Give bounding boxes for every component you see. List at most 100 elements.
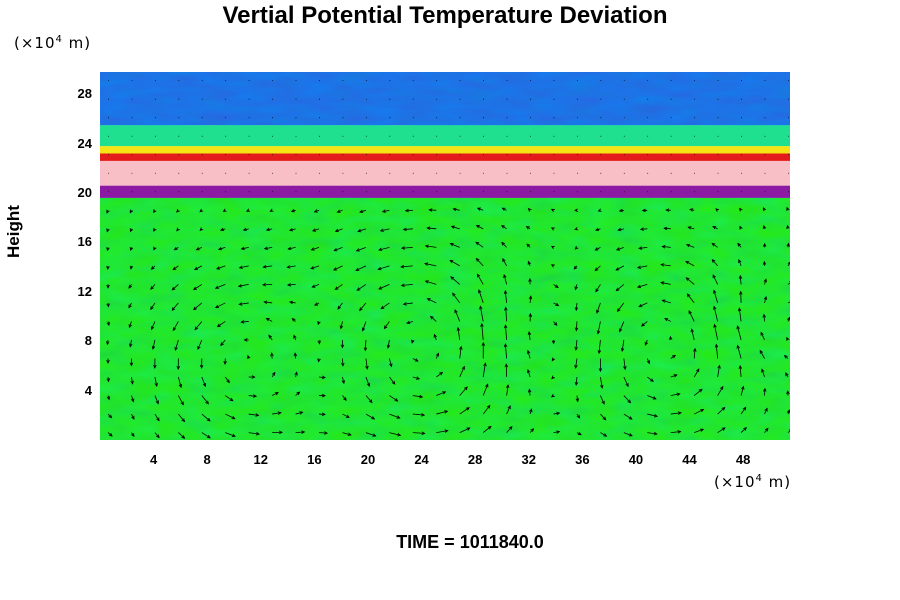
x-tick-label: 40 (628, 452, 644, 467)
vector-arrow-231 (357, 228, 367, 232)
vector-arrowhead-492 (663, 226, 668, 231)
vector-arrow-309 (449, 260, 460, 267)
vector-arrow-126 (241, 321, 249, 323)
vector-arrowhead-411 (574, 245, 579, 250)
vector-arrow-363 (527, 369, 531, 378)
y-tick-label: 12 (77, 283, 92, 299)
vector-arrowhead-546 (736, 325, 740, 330)
vector-arrow-145 (268, 335, 273, 341)
vector-arrowhead-125 (246, 354, 251, 359)
vector-arrow-580 (787, 430, 790, 433)
vector-arrow-430 (595, 247, 601, 251)
vector-arrowhead-521 (721, 427, 726, 431)
vector-arrow-141 (272, 412, 281, 415)
vector-arrow-404 (575, 358, 578, 369)
vector-arrow-60 (178, 432, 185, 439)
vector-arrowhead-53 (152, 209, 157, 214)
vector-arrowhead-271 (400, 246, 406, 250)
x-tick-label: 8 (203, 452, 211, 467)
vector-arrow-242 (389, 395, 398, 402)
vector-arrow-246 (384, 321, 390, 329)
vector-arrowhead-403 (575, 398, 580, 403)
vector-arrowhead-285 (435, 352, 440, 357)
vector-arrowhead-242 (396, 415, 401, 419)
vector-arrowhead-347 (504, 306, 508, 311)
vector-arrowhead-272 (402, 227, 407, 232)
vector-arrow-470 (638, 246, 648, 249)
vector-arrowhead-168 (288, 300, 294, 305)
vector-arrow-504 (693, 348, 696, 359)
vector-arrow-281 (436, 410, 448, 415)
vector-arrowhead-70 (172, 266, 177, 271)
vector-arrow-365 (528, 331, 531, 341)
vector-arrowhead-450 (615, 267, 620, 271)
vector-arrowhead-487 (664, 318, 669, 322)
vector-arrowhead-421 (603, 433, 608, 437)
vector-arrowhead-204 (341, 380, 346, 385)
vector-arrowhead-305 (459, 345, 463, 350)
vector-arrow-200 (342, 432, 352, 436)
vector-arrowhead-363 (527, 388, 532, 393)
vector-arrow-466 (641, 321, 648, 327)
vector-arrowhead-210 (333, 267, 338, 271)
vector-arrowhead-88 (192, 306, 197, 311)
vector-arrowhead-545 (736, 344, 740, 349)
vector-arrow-286 (430, 316, 437, 322)
vector-arrowhead-493 (665, 208, 670, 212)
vector-arrow-269 (401, 265, 413, 268)
vector-arrow-310 (450, 243, 460, 248)
vector-arrow-61 (178, 413, 185, 422)
x-unit-exponent: 4 (755, 473, 763, 484)
vector-arrow-530 (711, 243, 718, 248)
vector-arrowhead-209 (334, 286, 339, 290)
vector-arrow-331 (476, 225, 484, 230)
vector-arrow-542 (740, 386, 744, 396)
vector-arrow-441 (623, 413, 633, 420)
vector-arrowhead-104 (226, 379, 230, 384)
vector-arrowhead-563 (763, 387, 767, 392)
vector-arrowhead-212 (334, 228, 339, 233)
vector-arrow-440 (623, 432, 633, 437)
vector-arrowhead-489 (660, 281, 665, 285)
vector-arrow-312 (453, 208, 460, 211)
vector-arrow-540 (740, 427, 747, 433)
vector-arrowhead-133 (246, 208, 251, 212)
vector-arrow-349 (502, 258, 507, 267)
vector-arrowhead-222 (371, 416, 376, 420)
vector-arrowhead-203 (343, 397, 347, 402)
vector-arrowhead-6 (106, 341, 110, 346)
vector-arrowhead-144 (271, 371, 276, 376)
vector-arrow-83 (201, 376, 206, 387)
vector-arrow-489 (661, 264, 671, 267)
vector-arrowhead-51 (153, 246, 157, 251)
vector-arrowhead-243 (394, 398, 399, 402)
vector-arrow-462 (647, 395, 657, 400)
vector-arrowhead-105 (223, 360, 227, 365)
vector-arrow-282 (436, 391, 446, 396)
vector-arrow-107 (215, 302, 226, 308)
vector-arrowhead-253 (381, 209, 386, 213)
vector-arrow-463 (647, 376, 654, 382)
vector-arrow-548 (739, 275, 742, 285)
vector-arrowhead-527 (713, 305, 717, 310)
vector-arrowhead-409 (574, 286, 578, 291)
vector-arrowhead-468 (638, 303, 643, 308)
vector-arrow-561 (764, 408, 768, 415)
vector-arrowhead-123 (253, 394, 258, 398)
vector-arrowhead-231 (355, 248, 360, 252)
vector-arrow-208 (335, 284, 343, 290)
layer-pink-band (100, 160, 790, 186)
vector-arrow-503 (693, 368, 700, 378)
vector-arrowhead-128 (238, 302, 243, 306)
layer-yellow-band (100, 146, 790, 154)
vector-arrow-251 (380, 228, 390, 232)
vector-arrow-444 (623, 358, 626, 370)
vector-arrow-232 (359, 209, 367, 213)
x-tick-label: 36 (575, 452, 590, 467)
vector-arrowhead-28 (128, 304, 132, 309)
vector-arrowhead-81 (206, 434, 211, 439)
vector-arrowhead-485 (672, 354, 676, 359)
vector-arrow-524 (715, 344, 719, 359)
vector-arrowhead-501 (699, 428, 705, 432)
vector-arrowhead-24 (130, 380, 134, 385)
